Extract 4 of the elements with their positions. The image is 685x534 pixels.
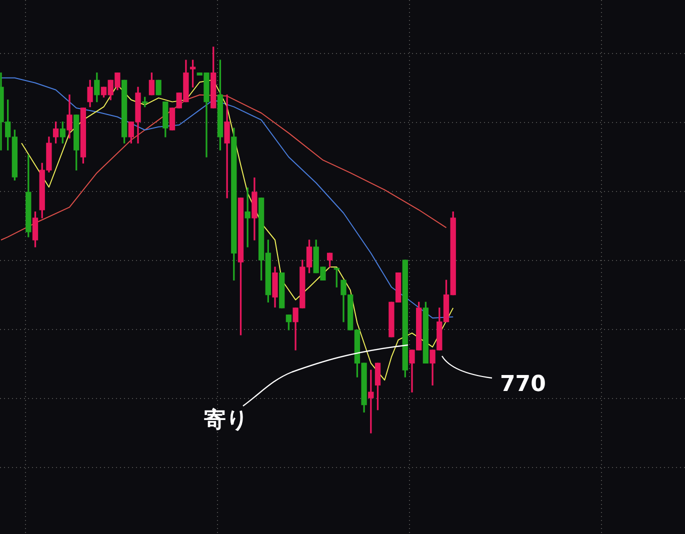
text: 770 <box>500 372 546 397</box>
candlestick <box>279 272 285 308</box>
annotation: 寄り <box>204 406 249 435</box>
candlestick <box>156 80 162 96</box>
